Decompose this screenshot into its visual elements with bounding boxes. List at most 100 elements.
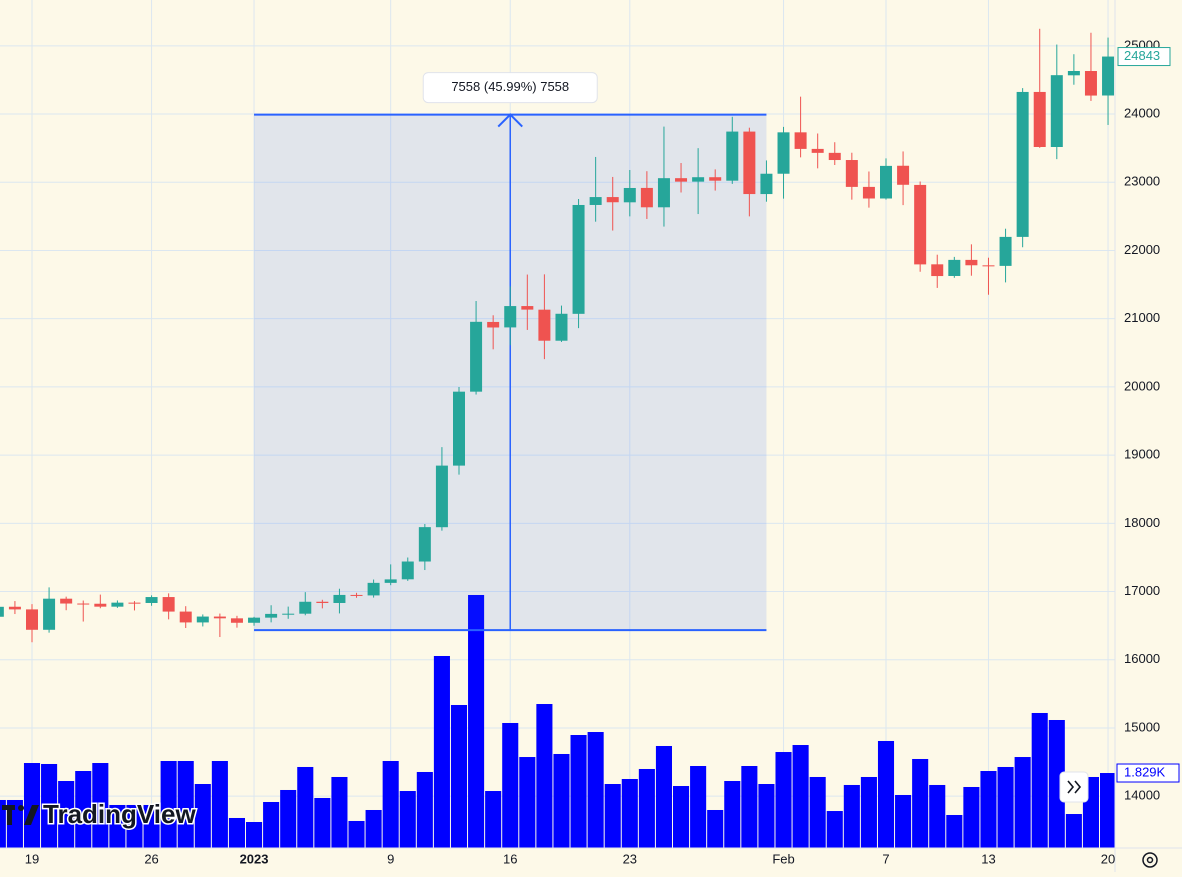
candle-body	[367, 582, 380, 596]
volume-bar	[126, 804, 143, 848]
watermark: TradingView	[2, 797, 198, 830]
volume-bar	[246, 822, 263, 848]
volume-bar	[519, 757, 536, 848]
volume-bar	[382, 760, 399, 848]
logo-part	[24, 805, 39, 825]
volume-bar	[980, 771, 997, 848]
candle-body	[982, 265, 995, 267]
candle-body	[623, 187, 636, 203]
volume-bar	[194, 783, 211, 848]
volume-bar	[929, 784, 946, 848]
volume-bar	[553, 753, 570, 848]
candle-body	[0, 606, 4, 617]
candle-body	[555, 313, 568, 341]
volume-bar	[314, 797, 331, 848]
candle-body	[999, 236, 1012, 266]
candle-body	[777, 132, 790, 174]
volume-bar	[843, 784, 860, 848]
candle-body	[333, 594, 346, 603]
candle-body	[828, 152, 841, 161]
volume-bar	[758, 783, 775, 848]
candle-body	[453, 391, 465, 466]
candle-body	[282, 613, 295, 615]
candle-body	[26, 609, 38, 630]
volume-bar	[707, 809, 724, 848]
volume-bar	[741, 766, 758, 848]
candle-body	[1016, 91, 1029, 237]
volume-bar	[912, 758, 929, 848]
volume-bar	[946, 814, 963, 848]
candle-body	[299, 601, 312, 614]
candle-body	[965, 259, 978, 266]
candle-body	[487, 321, 500, 328]
volume-bar	[638, 768, 655, 848]
volume-bar	[109, 804, 126, 848]
volume-bar	[433, 655, 450, 848]
candle-body	[265, 613, 278, 618]
candle-body	[794, 132, 807, 149]
volume-bar	[75, 771, 92, 848]
candle-body	[8, 606, 21, 610]
candle-body	[316, 601, 329, 603]
candle-body	[94, 603, 107, 607]
volume-bar	[860, 776, 877, 848]
volume-bar	[673, 786, 690, 848]
volume-bar	[297, 766, 314, 848]
y-tick-label: 23000	[1124, 174, 1160, 189]
settings-icon[interactable]	[1142, 852, 1158, 868]
y-tick-label: 21000	[1124, 310, 1160, 325]
candle-body	[538, 309, 551, 341]
candle-body	[760, 173, 773, 195]
volume-bar	[228, 817, 245, 848]
scroll-button[interactable]	[1059, 771, 1089, 803]
volume-bar	[1048, 719, 1065, 848]
candle-body	[743, 131, 756, 195]
candle-body	[248, 617, 261, 623]
logo-part	[18, 805, 24, 811]
volume-bar	[570, 735, 587, 848]
candle-body	[811, 148, 824, 153]
candle-body	[657, 178, 670, 208]
scroll-icon	[1067, 780, 1082, 794]
settings-button[interactable]	[1142, 852, 1158, 868]
candle-body	[640, 187, 653, 208]
candle-body	[418, 527, 431, 562]
volume-bar	[0, 799, 6, 848]
candle-body	[572, 204, 585, 314]
x-tick-label: 2023	[240, 851, 269, 866]
volume-bar	[895, 794, 912, 848]
volume-bar	[775, 752, 792, 848]
y-tick-label: 17000	[1124, 583, 1160, 598]
volume-bar	[211, 760, 228, 848]
y-tick-label: 22000	[1124, 242, 1160, 257]
volume-bar	[690, 766, 707, 848]
volume-bar	[963, 786, 980, 848]
volume-bar	[160, 760, 177, 848]
x-tick-label: Feb	[772, 851, 794, 866]
candle-body	[384, 579, 397, 583]
volume-marker: 1.829K	[1124, 764, 1166, 779]
measure-label-bg	[422, 72, 598, 104]
volume-bar	[604, 783, 621, 848]
measure-arrowhead	[497, 113, 523, 128]
volume-bar	[1014, 757, 1031, 848]
x-tick-label: 9	[387, 851, 394, 866]
volume-bar	[1031, 712, 1048, 848]
candle-body	[504, 306, 517, 328]
settings-icon-core	[1146, 856, 1154, 864]
volume-bar	[92, 763, 109, 848]
candle-body	[589, 197, 602, 205]
candle-body	[914, 184, 927, 265]
candle-body	[692, 177, 705, 182]
candle-body	[1102, 56, 1115, 96]
volume-bar	[263, 801, 280, 848]
candle-body	[350, 594, 363, 596]
volume-bar	[792, 745, 809, 848]
y-tick-label: 24000	[1124, 105, 1160, 120]
volume-bar	[997, 766, 1014, 848]
candle-body	[521, 306, 534, 310]
volume-bar	[399, 791, 416, 848]
candle-body	[77, 603, 90, 605]
volume-bar	[450, 704, 468, 848]
